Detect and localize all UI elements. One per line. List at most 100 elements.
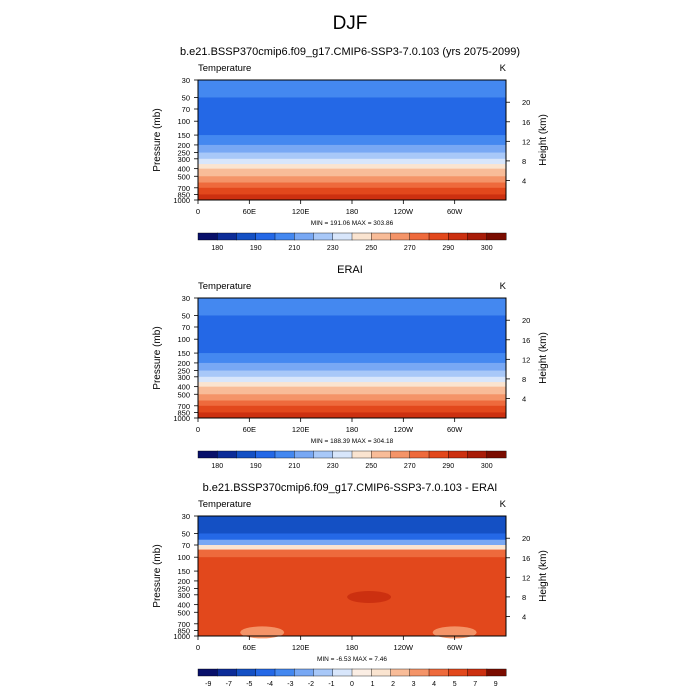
colorbar-label: 230 (327, 245, 339, 252)
unit-label: K (500, 499, 507, 510)
colorbar-swatch (371, 232, 391, 241)
right-axis-label: Height (km) (538, 550, 549, 602)
colorbar-swatch (197, 668, 218, 677)
y-axis-label: Pressure (mb) (152, 108, 163, 171)
colorbar-swatch (294, 450, 314, 459)
colorbar-swatch (313, 232, 334, 241)
y-tick-label: 50 (182, 529, 190, 538)
y-tick-label: 30 (182, 512, 190, 521)
colorbar-swatch (428, 450, 449, 459)
colorbar-label: -3 (287, 681, 293, 688)
colorbar-swatch (409, 232, 430, 241)
height-tick-label: 12 (522, 355, 530, 364)
height-tick-label: 20 (522, 98, 530, 107)
colorbar-label: 180 (211, 245, 223, 252)
y-tick-label: 200 (177, 359, 190, 368)
contour-band (198, 394, 506, 402)
colorbar-label: 3 (412, 681, 416, 688)
x-tick-label: 0 (196, 425, 200, 434)
colorbar-swatch (332, 450, 353, 459)
y-tick-label: 500 (177, 608, 190, 617)
colorbar-label: -2 (308, 681, 314, 688)
y-tick-label: 50 (182, 93, 190, 102)
colorbar-label: 1 (371, 681, 375, 688)
colorbar-swatch (428, 232, 449, 241)
x-tick-label: 60W (447, 643, 463, 652)
y-tick-label: 150 (177, 567, 190, 576)
colorbar-label: 300 (481, 463, 493, 470)
y-tick-label: 700 (177, 402, 190, 411)
min-max-stats: MIN = -6.53 MAX = 7.46 (317, 656, 387, 663)
y-tick-label: 100 (177, 117, 190, 126)
colorbar-label: 9 (494, 681, 498, 688)
colorbar-label: 250 (365, 245, 377, 252)
contour-band (198, 135, 506, 146)
y-tick-label: 70 (182, 105, 190, 114)
colorbar-swatch (236, 450, 257, 459)
height-tick-label: 16 (522, 336, 530, 345)
y-tick-label: 700 (177, 184, 190, 193)
colorbar-swatch (313, 668, 334, 677)
colorbar-swatch (332, 668, 353, 677)
colorbar-swatch (448, 232, 468, 241)
contour-band (198, 386, 506, 395)
colorbar-swatch (486, 668, 507, 677)
panel-title: b.e21.BSSP370cmip6.f09_g17.CMIP6-SSP3-7.… (180, 46, 520, 58)
colorbar-swatch (390, 232, 411, 241)
field-label: Temperature (198, 281, 251, 292)
x-tick-label: 60W (447, 425, 463, 434)
y-tick-label: 250 (177, 149, 190, 158)
x-tick-label: 60W (447, 207, 463, 216)
contour-band (198, 370, 506, 378)
contour-band (198, 544, 506, 551)
colorbar-label: -7 (226, 681, 232, 688)
contour-band (198, 187, 506, 195)
colorbar-label: -9 (205, 681, 211, 688)
right-axis-label: Height (km) (538, 114, 549, 166)
colorbar-swatch (217, 450, 237, 459)
height-tick-label: 8 (522, 157, 526, 166)
y-tick-label: 250 (177, 585, 190, 594)
x-tick-label: 60E (243, 425, 256, 434)
x-tick-label: 180 (346, 425, 359, 434)
height-tick-label: 12 (522, 573, 530, 582)
colorbar-label: 4 (432, 681, 436, 688)
height-tick-label: 16 (522, 554, 530, 563)
colorbar-label: 210 (288, 245, 300, 252)
y-tick-label: 200 (177, 141, 190, 150)
x-tick-label: 120W (394, 207, 415, 216)
colorbar-swatch (274, 232, 295, 241)
colorbar-swatch (351, 450, 372, 459)
colorbar-swatch (390, 668, 411, 677)
x-tick-label: 180 (346, 207, 359, 216)
y-tick-label: 400 (177, 165, 190, 174)
height-tick-label: 8 (522, 593, 526, 602)
field-label: Temperature (198, 63, 251, 74)
y-tick-label: 30 (182, 76, 190, 85)
colorbar-label: 290 (442, 245, 454, 252)
unit-label: K (500, 281, 507, 292)
contour-band (198, 362, 506, 372)
anomaly-blob (347, 591, 392, 604)
y-tick-label: 300 (177, 155, 190, 164)
colorbar-label: 2 (391, 681, 395, 688)
y-tick-label: 1000 (173, 414, 190, 423)
unit-label: K (500, 63, 507, 74)
colorbar-swatch (371, 450, 391, 459)
contour-band (198, 194, 506, 201)
x-tick-label: 180 (346, 643, 359, 652)
contour-band (198, 182, 506, 189)
y-tick-label: 850 (177, 626, 190, 635)
y-tick-label: 150 (177, 349, 190, 358)
x-tick-label: 60E (243, 643, 256, 652)
contour-band (198, 376, 506, 383)
colorbar-label: 290 (442, 463, 454, 470)
panel-title: b.e21.BSSP370cmip6.f09_g17.CMIP6-SSP3-7.… (203, 482, 498, 494)
colorbar-swatch (448, 668, 468, 677)
colorbar-swatch (467, 668, 488, 677)
y-tick-label: 70 (182, 541, 190, 550)
anomaly-blob (432, 626, 477, 639)
contour-band (198, 121, 506, 136)
y-tick-label: 50 (182, 311, 190, 320)
colorbar-swatch (255, 668, 276, 677)
